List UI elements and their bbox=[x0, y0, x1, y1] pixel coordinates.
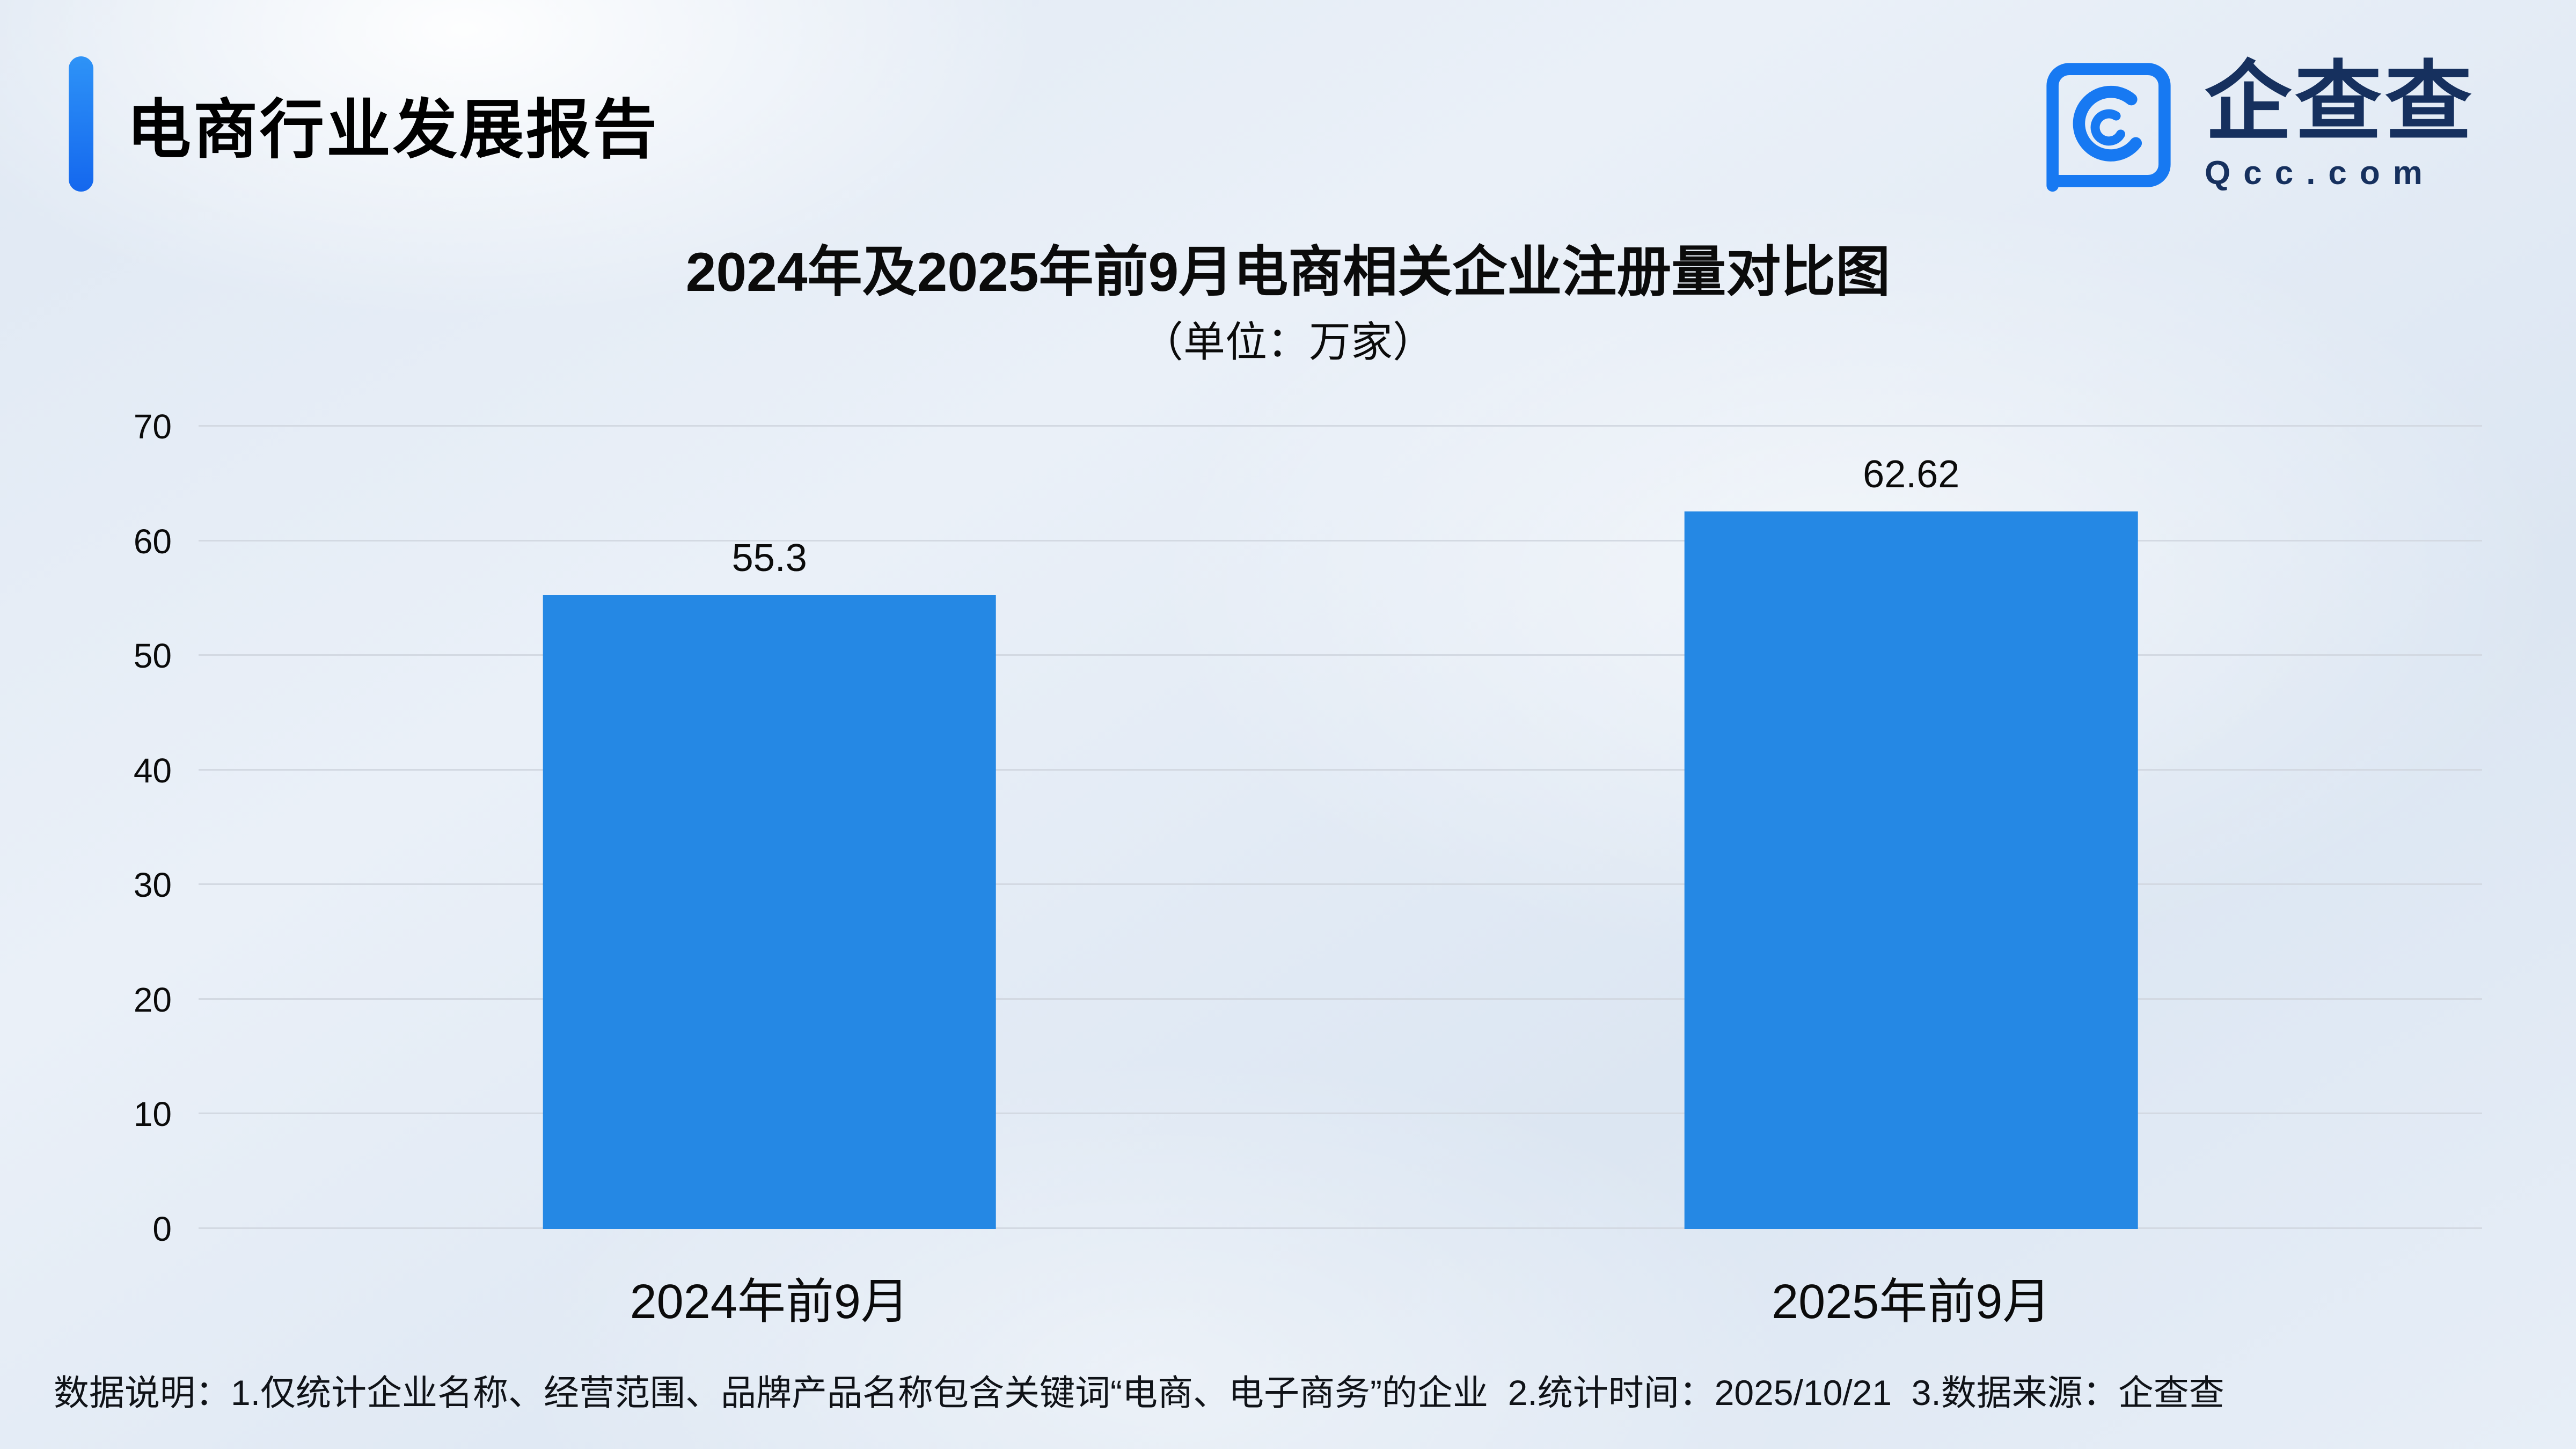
bar-slot: 55.3 bbox=[199, 427, 1341, 1229]
gridline bbox=[199, 654, 2482, 656]
chart-subtitle: （单位：万家） bbox=[1141, 318, 1435, 365]
logo-brand-domain: Qcc.com bbox=[2205, 155, 2435, 192]
qcc-logo-icon bbox=[2033, 49, 2184, 201]
gridline bbox=[199, 769, 2482, 771]
y-axis: 0 10 20 30 40 50 60 70 bbox=[27, 407, 172, 1248]
y-axis-label: 50 bbox=[133, 636, 172, 676]
bar-value-label: 62.62 bbox=[1863, 452, 1960, 496]
gridline bbox=[199, 539, 2482, 541]
title-accent-bar bbox=[69, 56, 93, 192]
y-axis-label: 70 bbox=[133, 407, 172, 446]
y-axis-label: 10 bbox=[133, 1095, 172, 1134]
y-axis-label: 30 bbox=[133, 866, 172, 905]
gridline bbox=[199, 998, 2482, 1000]
y-axis-label: 20 bbox=[133, 980, 172, 1019]
x-axis-label: 2025年前9月 bbox=[1772, 1275, 2051, 1329]
y-axis-label: 60 bbox=[133, 522, 172, 561]
chart-title: 2024年及2025年前9月电商相关企业注册量对比图 bbox=[685, 241, 1891, 303]
plot-area: 55.3 62.62 bbox=[199, 425, 2483, 1229]
y-axis-label: 40 bbox=[133, 751, 172, 790]
qcc-logo-text: 企查查 Qcc.com bbox=[2205, 58, 2475, 192]
page-title: 电商行业发展报告 bbox=[127, 94, 659, 166]
x-axis-labels: 2024年前9月 2025年前9月 bbox=[199, 1229, 2482, 1332]
footer-data-note: 数据说明：1.仅统计企业名称、经营范围、品牌产品名称包含关键词“电商、电子商务”… bbox=[54, 1373, 2224, 1413]
bar-slot: 62.62 bbox=[1341, 427, 2483, 1229]
bar-value-label: 55.3 bbox=[731, 536, 807, 580]
bar-2024年前9月 bbox=[543, 595, 997, 1229]
bar-2025年前9月 bbox=[1684, 511, 2138, 1229]
report-header: 电商行业发展报告 bbox=[69, 56, 659, 192]
gridline bbox=[199, 1227, 2482, 1229]
bar-chart: 0 10 20 30 40 50 60 70 55.3 62.62 2024年前9月 2025年前… bbox=[134, 407, 2483, 1329]
gridline bbox=[199, 883, 2482, 885]
y-axis-label: 0 bbox=[152, 1210, 172, 1248]
logo-brand-name: 企查查 bbox=[2205, 53, 2475, 151]
gridline bbox=[199, 425, 2482, 427]
gridline bbox=[199, 1113, 2482, 1115]
x-axis-label: 2024年前9月 bbox=[630, 1275, 909, 1329]
qcc-logo: 企查查 Qcc.com bbox=[2033, 49, 2475, 201]
